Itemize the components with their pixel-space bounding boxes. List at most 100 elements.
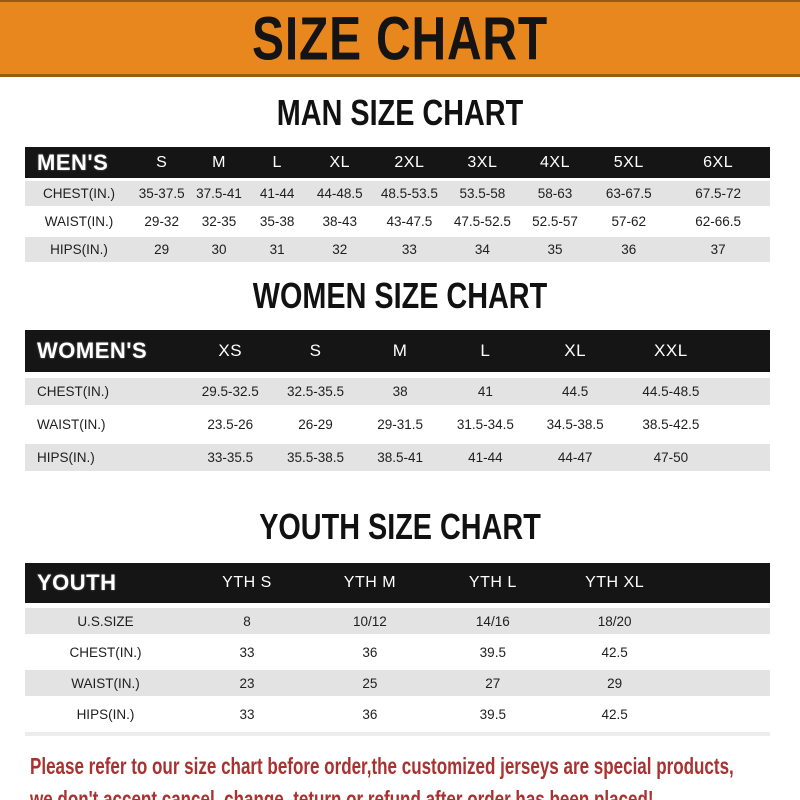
- size-chart-banner: SIZE CHART: [0, 0, 800, 77]
- row-label: HIPS(IN.): [37, 450, 95, 465]
- cell: 26-29: [298, 417, 333, 432]
- cell: 32: [332, 242, 348, 257]
- women-section-title: WOMEN SIZE CHART: [252, 275, 548, 316]
- cell: 33: [239, 644, 255, 660]
- row-label: HIPS(IN.): [76, 706, 135, 722]
- cell: 39.5: [479, 644, 506, 660]
- men-chest-row: CHEST(IN.) 35-37.5 37.5-41 41-44 44-48.5…: [25, 181, 770, 206]
- cell: 38: [392, 384, 408, 399]
- youth-hips-row: HIPS(IN.) 33 36 39.5 42.5: [25, 701, 770, 727]
- cell: 48.5-53.5: [380, 186, 438, 201]
- cell: 37: [710, 242, 726, 257]
- cell: 37.5-41: [196, 186, 242, 201]
- cell: 32.5-35.5: [287, 384, 345, 399]
- cell: 14/16: [475, 613, 510, 629]
- cell: 53.5-58: [459, 186, 506, 201]
- disclaimer-line-2: we don't accept cancel, change, teturn o…: [30, 786, 654, 800]
- women-size-col-m: M: [392, 341, 408, 360]
- cell: 44.5-48.5: [642, 384, 700, 399]
- cell: 29: [607, 675, 623, 691]
- men-size-col-5xl: 5XL: [613, 153, 644, 171]
- men-waist-row: WAIST(IN.) 29-32 32-35 35-38 38-43 43-47…: [25, 209, 770, 234]
- cell: 29-32: [144, 214, 179, 229]
- cell: 29-31.5: [377, 417, 423, 432]
- table-footer-divider: [25, 732, 770, 736]
- cell: 8: [243, 613, 251, 629]
- cell: 35: [547, 242, 563, 257]
- cell: 38.5-41: [377, 450, 423, 465]
- cell: 58-63: [537, 186, 573, 201]
- cell: 27: [485, 675, 501, 691]
- men-size-col-s: S: [156, 153, 168, 171]
- youth-section-title: YOUTH SIZE CHART: [259, 506, 541, 547]
- youth-size-col-m: YTH M: [343, 574, 397, 591]
- men-size-col-6xl: 6XL: [703, 153, 734, 171]
- men-size-col-4xl: 4XL: [540, 153, 570, 171]
- row-label: CHEST(IN.): [37, 384, 109, 399]
- cell: 31: [269, 242, 285, 257]
- cell: 18/20: [597, 613, 632, 629]
- men-header-row: MEN'S S M L XL 2XL 3XL 4XL 5XL 6XL: [25, 147, 770, 178]
- row-label: CHEST(IN.): [43, 186, 115, 201]
- cell: 30: [211, 242, 227, 257]
- row-label: WAIST(IN.): [37, 417, 106, 432]
- cell: 47.5-52.5: [453, 214, 511, 229]
- cell: 67.5-72: [695, 186, 742, 201]
- cell: 25: [362, 675, 378, 691]
- youth-size-col-s: YTH S: [222, 574, 272, 591]
- cell: 47-50: [653, 450, 689, 465]
- cell: 38-43: [322, 214, 357, 229]
- women-size-col-xs: XS: [218, 341, 243, 360]
- cell: 29.5-32.5: [201, 384, 259, 399]
- cell: 42.5: [601, 644, 628, 660]
- men-hips-row: HIPS(IN.) 29 30 31 32 33 34 35 36 37: [25, 237, 770, 262]
- women-waist-row: WAIST(IN.) 23.5-26 26-29 29-31.5 31.5-34…: [25, 411, 770, 438]
- cell: 32-35: [201, 214, 237, 229]
- women-size-col-l: L: [480, 341, 491, 360]
- cell: 63-67.5: [605, 186, 652, 201]
- row-label: CHEST(IN.): [69, 644, 142, 660]
- women-chest-row: CHEST(IN.) 29.5-32.5 32.5-35.5 38 41 44.…: [25, 378, 770, 405]
- youth-header-label: YOUTH: [37, 570, 117, 595]
- youth-size-table: YOUTH YTH S YTH M YTH L YTH XL U.S.SIZE …: [25, 563, 770, 727]
- cell: 41-44: [259, 186, 295, 201]
- cell: 44.5: [562, 384, 589, 399]
- women-header-label: WOMEN'S: [37, 338, 148, 363]
- cell: 34.5-38.5: [546, 417, 604, 432]
- youth-ussize-row: U.S.SIZE 8 10/12 14/16 18/20: [25, 608, 770, 634]
- cell: 23: [239, 675, 255, 691]
- women-size-table: WOMEN'S XS S M L XL XXL CHEST(IN.) 29.5-…: [25, 330, 770, 471]
- row-label: WAIST(IN.): [44, 214, 114, 229]
- men-size-col-m: M: [212, 153, 226, 171]
- cell: 34: [474, 242, 490, 257]
- cell: 36: [621, 242, 637, 257]
- youth-header-row: YOUTH YTH S YTH M YTH L YTH XL: [25, 563, 770, 603]
- disclaimer-note: Please refer to our size chart before or…: [30, 750, 800, 800]
- men-section-title: MAN SIZE CHART: [276, 92, 524, 133]
- cell: 36: [362, 706, 378, 722]
- row-label: U.S.SIZE: [77, 613, 134, 629]
- cell: 29: [154, 242, 170, 257]
- youth-size-col-l: YTH L: [468, 574, 517, 591]
- cell: 42.5: [601, 706, 628, 722]
- men-size-table: MEN'S S M L XL 2XL 3XL 4XL 5XL 6XL CHEST…: [25, 147, 770, 262]
- banner-title: SIZE CHART: [252, 4, 548, 73]
- cell: 44-47: [557, 450, 593, 465]
- women-size-col-s: S: [309, 341, 322, 360]
- men-size-col-2xl: 2XL: [394, 153, 425, 171]
- cell: 33: [401, 242, 417, 257]
- cell: 41: [477, 384, 493, 399]
- youth-size-col-xl: YTH XL: [585, 574, 645, 591]
- men-size-col-l: L: [272, 153, 282, 171]
- women-header-row: WOMEN'S XS S M L XL XXL: [25, 330, 770, 372]
- row-label: HIPS(IN.): [50, 242, 108, 257]
- women-hips-row: HIPS(IN.) 33-35.5 35.5-38.5 38.5-41 41-4…: [25, 444, 770, 471]
- youth-chest-row: CHEST(IN.) 33 36 39.5 42.5: [25, 639, 770, 665]
- cell: 43-47.5: [386, 214, 433, 229]
- cell: 52.5-57: [532, 214, 578, 229]
- cell: 10/12: [353, 613, 387, 629]
- cell: 41-44: [468, 450, 503, 465]
- cell: 62-66.5: [695, 214, 742, 229]
- cell: 33: [239, 706, 255, 722]
- cell: 57-62: [611, 214, 646, 229]
